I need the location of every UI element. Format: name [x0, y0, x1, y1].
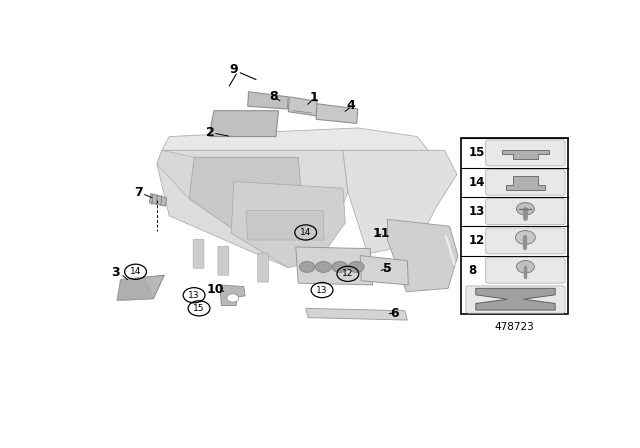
Text: 13: 13 — [468, 205, 484, 218]
Circle shape — [300, 262, 315, 272]
FancyBboxPatch shape — [218, 246, 229, 275]
Text: 478723: 478723 — [494, 322, 534, 332]
Text: 4: 4 — [346, 99, 355, 112]
FancyBboxPatch shape — [257, 253, 269, 282]
Text: 1: 1 — [310, 91, 319, 104]
Text: 2: 2 — [205, 126, 214, 139]
Polygon shape — [360, 255, 408, 285]
Polygon shape — [189, 157, 301, 230]
Text: 10: 10 — [206, 283, 223, 296]
Text: 11: 11 — [373, 227, 390, 240]
Text: 12: 12 — [342, 269, 353, 278]
Polygon shape — [296, 247, 372, 285]
Text: 8: 8 — [269, 90, 278, 103]
Circle shape — [316, 262, 332, 272]
Circle shape — [516, 202, 534, 215]
Polygon shape — [150, 194, 167, 206]
Polygon shape — [157, 151, 194, 198]
Polygon shape — [343, 151, 457, 254]
Text: 14: 14 — [468, 176, 484, 189]
Text: 14: 14 — [130, 267, 141, 276]
Polygon shape — [117, 277, 154, 301]
Text: 9: 9 — [230, 63, 238, 76]
Text: 15: 15 — [468, 146, 484, 159]
Circle shape — [348, 262, 364, 272]
FancyBboxPatch shape — [486, 169, 565, 195]
FancyBboxPatch shape — [486, 228, 565, 254]
Text: 12: 12 — [468, 234, 484, 247]
Polygon shape — [220, 285, 245, 306]
FancyBboxPatch shape — [466, 286, 565, 313]
Circle shape — [516, 261, 534, 273]
Circle shape — [227, 294, 239, 302]
Polygon shape — [162, 128, 445, 171]
Text: 5: 5 — [383, 262, 392, 275]
Text: 15: 15 — [193, 304, 205, 313]
Polygon shape — [506, 176, 545, 190]
Polygon shape — [476, 289, 555, 310]
FancyBboxPatch shape — [486, 257, 565, 283]
Text: 13: 13 — [316, 285, 328, 294]
Polygon shape — [209, 111, 278, 137]
Polygon shape — [248, 92, 288, 109]
Polygon shape — [117, 275, 164, 301]
Polygon shape — [288, 97, 317, 116]
Polygon shape — [306, 308, 408, 320]
Text: 7: 7 — [134, 186, 143, 199]
Text: 14: 14 — [300, 228, 312, 237]
Text: 13: 13 — [188, 291, 200, 300]
Circle shape — [332, 262, 348, 272]
FancyBboxPatch shape — [461, 138, 568, 314]
Polygon shape — [316, 104, 358, 124]
Text: 6: 6 — [390, 307, 399, 320]
FancyBboxPatch shape — [486, 198, 565, 224]
Text: 3: 3 — [111, 266, 120, 279]
FancyBboxPatch shape — [193, 239, 204, 268]
Polygon shape — [231, 181, 346, 267]
Circle shape — [515, 231, 535, 244]
FancyBboxPatch shape — [486, 140, 565, 166]
Polygon shape — [246, 211, 324, 240]
Polygon shape — [388, 220, 458, 292]
Text: 8: 8 — [468, 264, 477, 277]
Polygon shape — [502, 150, 549, 159]
Polygon shape — [157, 151, 348, 267]
